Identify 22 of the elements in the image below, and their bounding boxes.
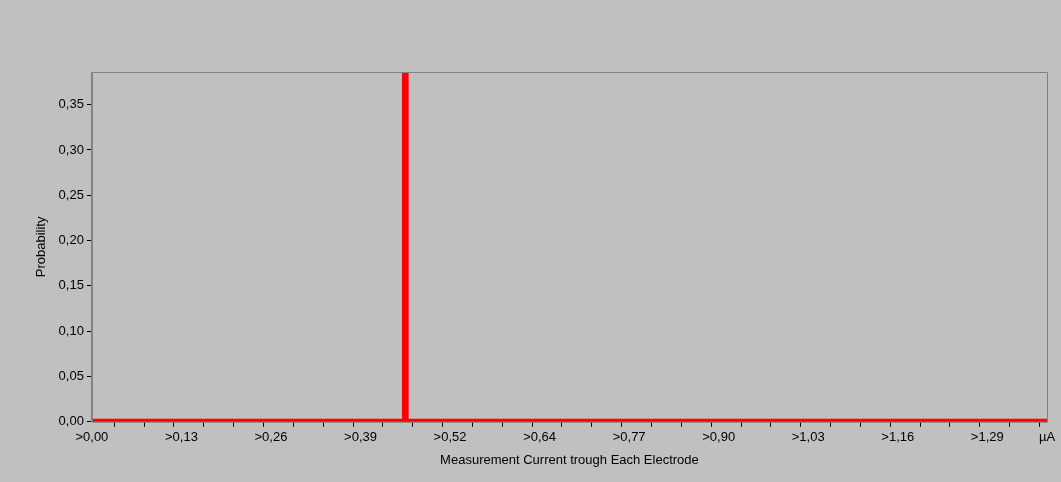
x-tick-label: >0,00 bbox=[75, 429, 109, 445]
y-tick-label: 0,25 bbox=[58, 186, 84, 202]
x-tick-label: >1,16 bbox=[881, 429, 915, 445]
y-axis-title: Probability bbox=[33, 216, 49, 278]
y-tick-label: 0,30 bbox=[58, 141, 84, 157]
x-tick-label: >1,03 bbox=[791, 429, 825, 445]
x-tick-label: >1,29 bbox=[970, 429, 1004, 445]
x-tick-label: µA bbox=[1038, 429, 1056, 445]
y-tick-label: 0,05 bbox=[58, 368, 84, 384]
x-tick-label: >0,77 bbox=[612, 429, 646, 445]
x-tick-label: >0,52 bbox=[433, 429, 467, 445]
x-axis-title: Measurement Current trough Each Electrode bbox=[440, 451, 699, 467]
y-tick-label: 0,35 bbox=[58, 96, 84, 112]
x-tick-label: >0,64 bbox=[523, 429, 557, 445]
x-tick-label: >0,13 bbox=[164, 429, 198, 445]
x-tick-label: >0,90 bbox=[702, 429, 736, 445]
y-tick-label: 0,00 bbox=[58, 413, 84, 429]
x-tick-label: >0,26 bbox=[254, 429, 288, 445]
x-tick-label: >0,39 bbox=[344, 429, 377, 445]
y-tick-label: 0,10 bbox=[58, 322, 84, 338]
y-tick-label: 0,15 bbox=[58, 277, 84, 293]
y-tick-label: 0,20 bbox=[58, 232, 84, 248]
